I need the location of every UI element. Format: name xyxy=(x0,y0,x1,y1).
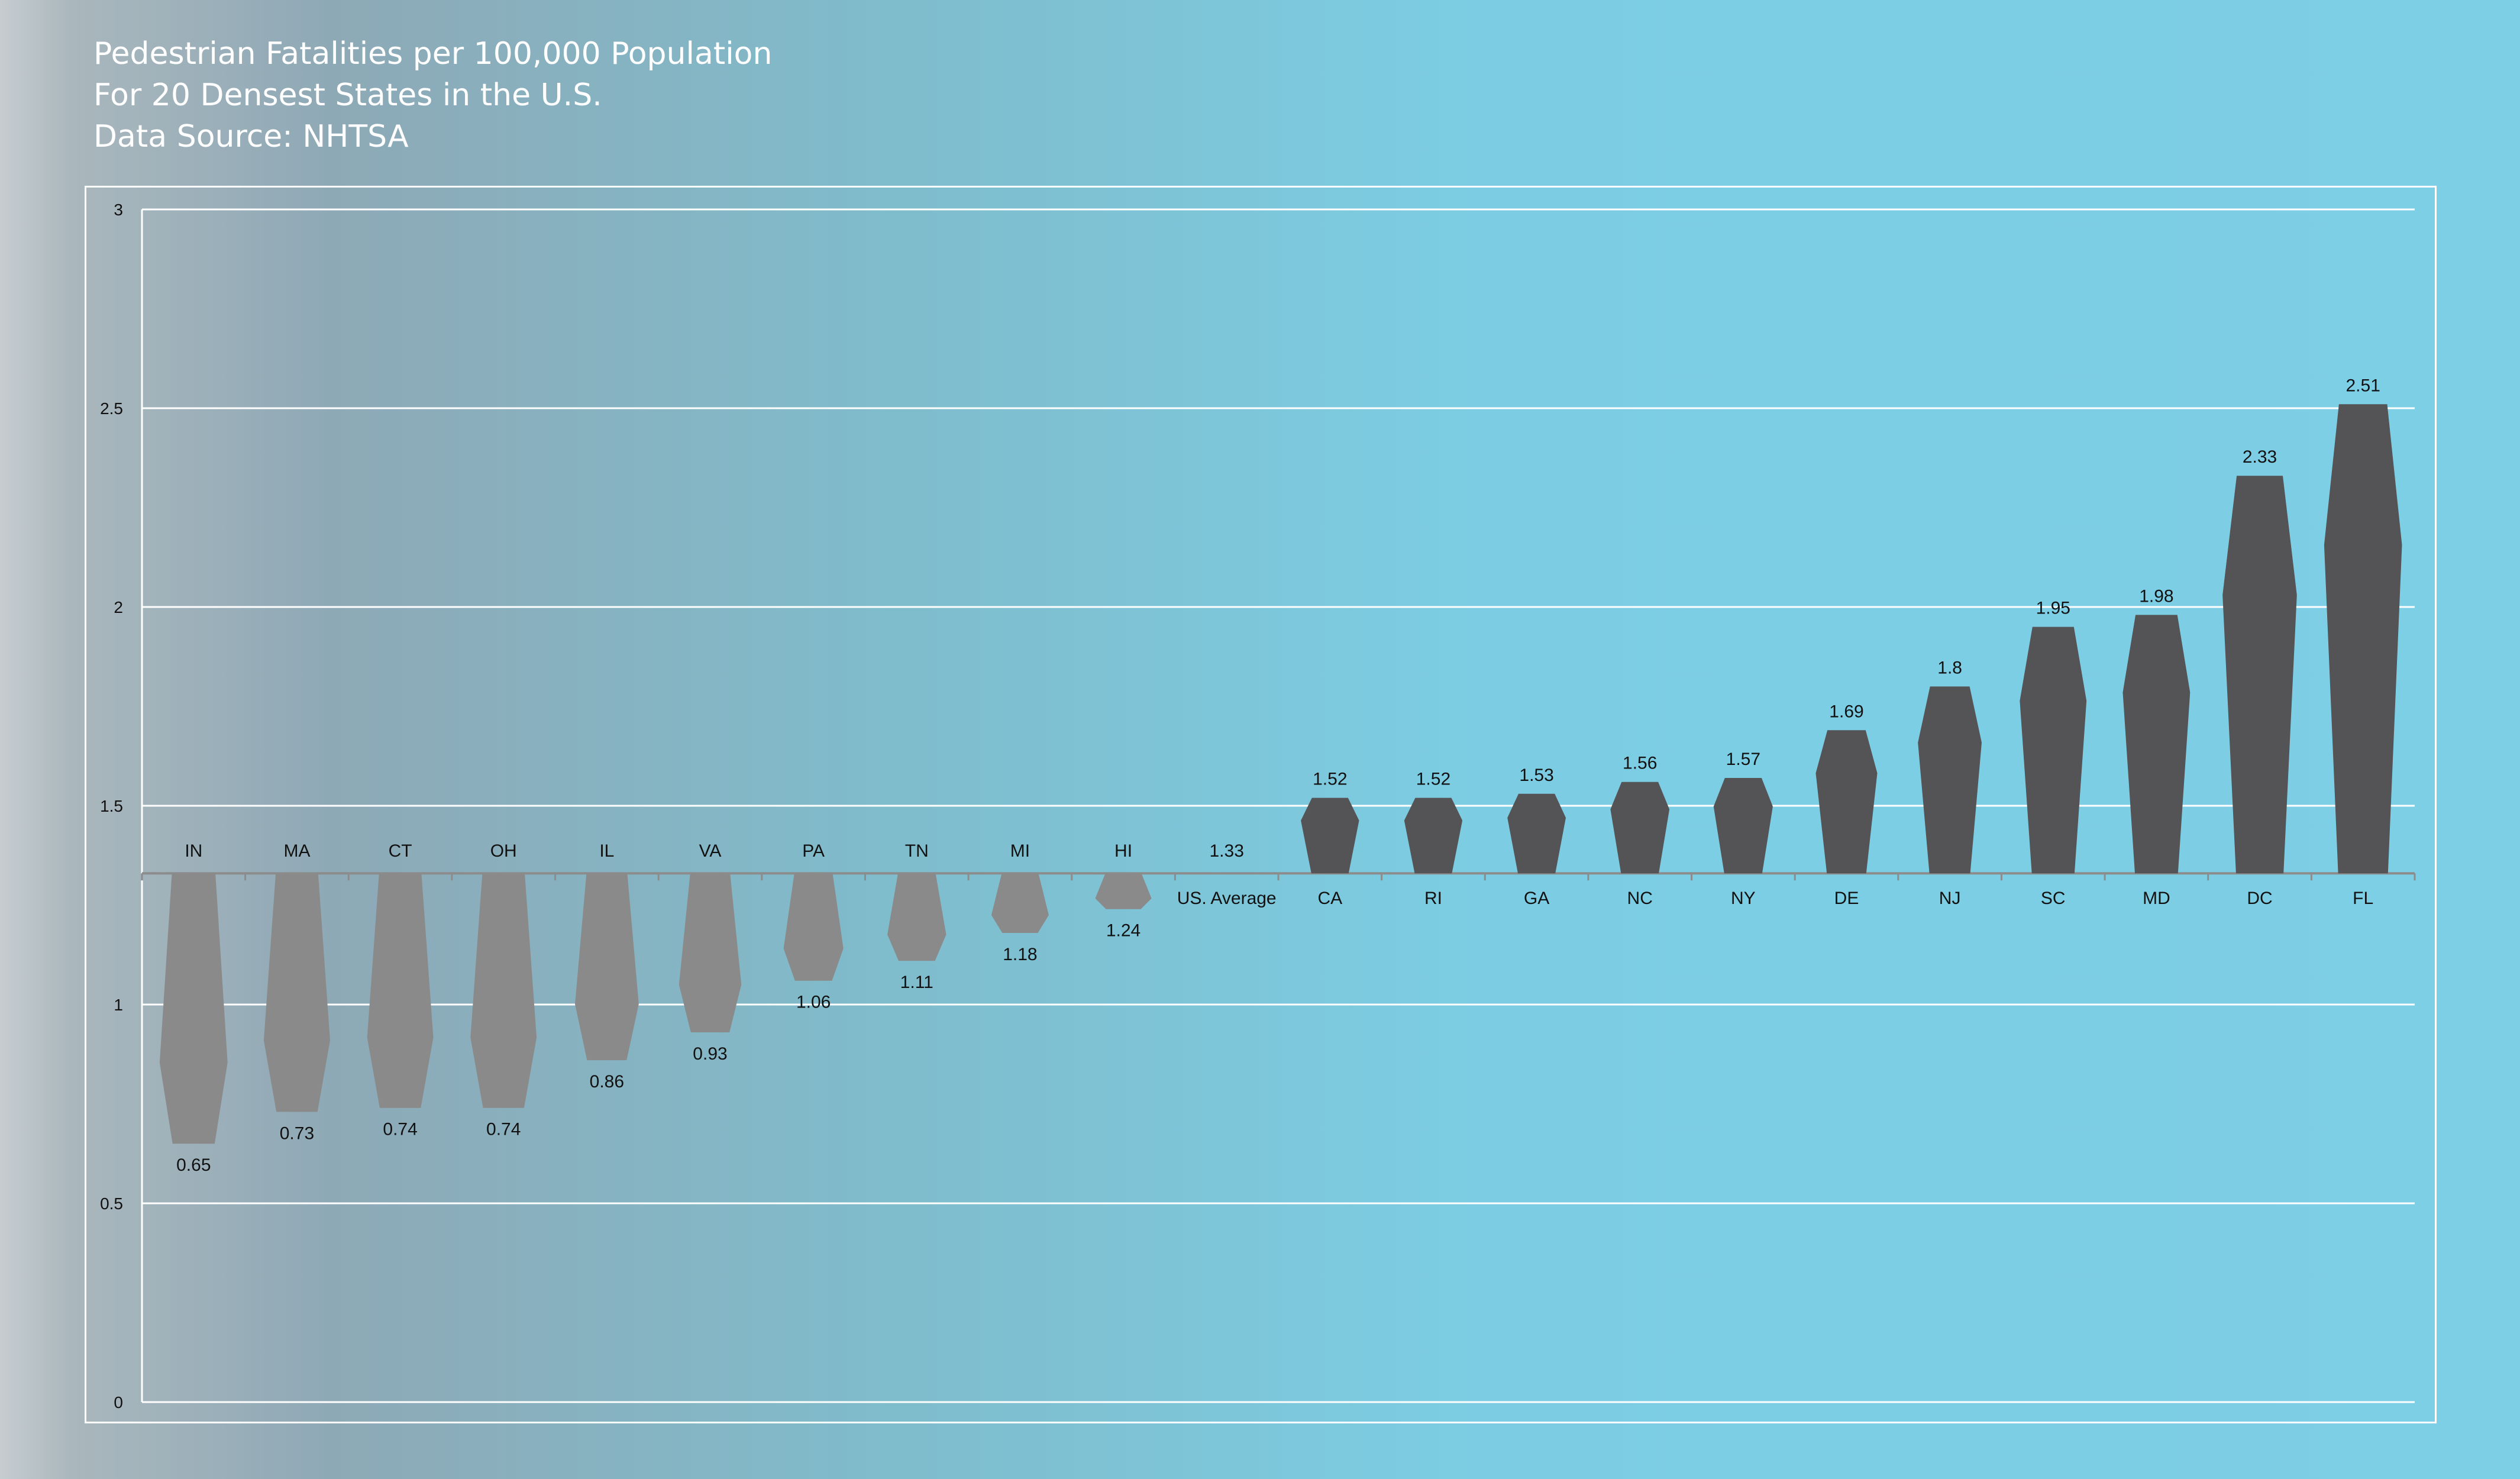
bar xyxy=(470,873,537,1108)
value-label: 1.18 xyxy=(1003,945,1037,964)
bar xyxy=(1610,782,1670,874)
category-label: CT xyxy=(389,841,412,861)
value-label: 0.73 xyxy=(280,1123,314,1143)
category-label: IL xyxy=(599,841,614,861)
value-label: 1.69 xyxy=(1829,702,1863,721)
chart-source: Data Source: NHTSA xyxy=(93,119,409,154)
category-label: IN xyxy=(185,841,202,861)
bar xyxy=(1918,686,1982,874)
category-label: PA xyxy=(802,841,825,861)
y-tick-label: 3 xyxy=(114,201,123,219)
category-label: US. Average xyxy=(1177,889,1277,908)
y-tick-label: 0.5 xyxy=(100,1194,123,1213)
value-label: 0.93 xyxy=(693,1044,727,1064)
value-label: 1.98 xyxy=(2139,586,2173,606)
bar xyxy=(2324,404,2402,874)
category-label: SC xyxy=(2041,889,2066,908)
category-label: CA xyxy=(1317,889,1342,908)
bar xyxy=(159,873,228,1144)
value-label: 1.56 xyxy=(1623,754,1657,773)
bar xyxy=(1301,797,1359,874)
bar xyxy=(2020,627,2087,874)
y-tick-label: 1.5 xyxy=(100,797,123,815)
category-label: NY xyxy=(1731,889,1756,908)
category-label: VA xyxy=(699,841,722,861)
chart-titles: Pedestrian Fatalities per 100,000 Popula… xyxy=(93,33,772,157)
value-label: 1.11 xyxy=(900,973,933,992)
category-label: MI xyxy=(1010,841,1030,861)
category-label: RI xyxy=(1424,889,1442,908)
y-tick-label: 2 xyxy=(114,598,123,616)
category-label: OH xyxy=(490,841,517,861)
category-label: NJ xyxy=(1939,889,1961,908)
bar xyxy=(991,873,1049,933)
category-label: DC xyxy=(2247,889,2272,908)
value-label: 1.06 xyxy=(796,993,831,1012)
value-label: 1.8 xyxy=(1937,658,1962,677)
category-label: MA xyxy=(283,841,310,861)
y-tick-label: 1 xyxy=(114,996,123,1014)
chart-subtitle: For 20 Densest States in the U.S. xyxy=(93,77,602,113)
category-label: DE xyxy=(1834,889,1859,908)
bar xyxy=(367,873,434,1108)
category-label: TN xyxy=(905,841,929,861)
chart-frame xyxy=(85,186,2437,1423)
category-label: NC xyxy=(1627,889,1653,908)
value-label: 0.74 xyxy=(383,1120,417,1139)
value-label: 1.57 xyxy=(1726,750,1760,769)
y-tick-label: 2.5 xyxy=(100,399,123,418)
value-label: 2.33 xyxy=(2243,447,2277,467)
chart-title: Pedestrian Fatalities per 100,000 Popula… xyxy=(93,36,773,72)
bar xyxy=(1095,873,1152,909)
y-tick-label: 0 xyxy=(114,1393,123,1412)
value-label: 2.51 xyxy=(2345,376,2380,395)
bar xyxy=(679,873,742,1032)
value-label: 1.52 xyxy=(1416,770,1450,789)
bar xyxy=(1815,730,1878,874)
category-label: HI xyxy=(1114,841,1132,861)
bar xyxy=(1507,793,1566,874)
bar xyxy=(1713,778,1773,874)
value-label: 1.53 xyxy=(1519,766,1553,785)
category-label: GA xyxy=(1524,889,1549,908)
category-label: MD xyxy=(2143,889,2170,908)
bar xyxy=(575,873,639,1061)
bar xyxy=(2222,476,2297,874)
value-label: 1.52 xyxy=(1313,770,1347,789)
bar xyxy=(783,873,844,981)
value-label: 0.65 xyxy=(176,1155,211,1175)
value-label: 1.95 xyxy=(2036,599,2070,618)
value-label: 0.74 xyxy=(486,1120,521,1139)
bar xyxy=(263,873,330,1112)
value-label: 1.24 xyxy=(1106,921,1141,941)
bar xyxy=(1404,797,1463,874)
baseline-value-label: 1.33 xyxy=(1209,841,1243,861)
bar xyxy=(887,873,946,961)
value-label: 0.86 xyxy=(590,1072,624,1092)
category-label: FL xyxy=(2353,889,2373,908)
bar xyxy=(2122,615,2191,874)
